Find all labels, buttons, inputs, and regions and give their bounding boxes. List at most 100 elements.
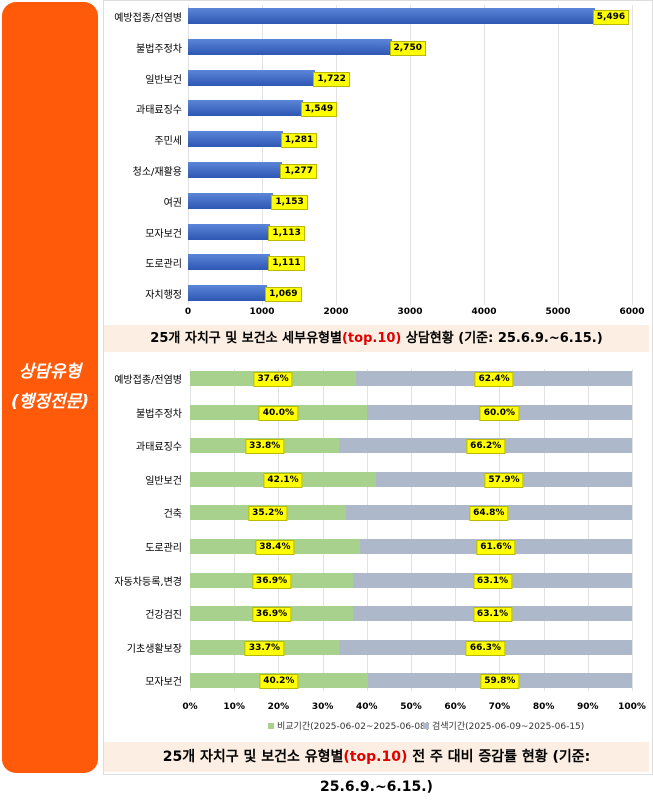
data-label: 5,496	[592, 10, 630, 25]
bar	[188, 100, 303, 117]
data-label: 63.1%	[472, 607, 513, 623]
category-label: 건축	[163, 509, 182, 521]
data-label: 1,722	[313, 71, 350, 87]
gridline	[632, 5, 633, 305]
data-label: 42.1%	[263, 472, 303, 488]
category-label: 기초생활보장	[126, 643, 182, 655]
data-label: 33.7%	[244, 640, 285, 656]
data-label: 63.1%	[472, 573, 513, 589]
chart1-caption: 25개 자치구 및 보건소 세부유형별(top.10) 상담현황 (기준: 25…	[104, 325, 649, 352]
gridline	[455, 369, 457, 691]
legend-label: 검색기간(2025-06-09~2025-06-15)	[432, 722, 585, 732]
gridline	[558, 5, 559, 305]
gridline	[543, 369, 545, 691]
x-tick-label: 4000	[471, 307, 497, 317]
x-tick-label: 5000	[545, 307, 571, 317]
bar	[188, 131, 283, 148]
gridline	[632, 369, 633, 691]
data-label: 1,111	[268, 256, 305, 272]
data-label: 40.0%	[258, 405, 299, 421]
category-label: 예방접종/전염병	[114, 13, 182, 24]
bar	[188, 162, 283, 178]
bar	[188, 192, 274, 209]
data-label: 35.2%	[248, 506, 288, 522]
data-label: 61.6%	[476, 540, 516, 555]
x-tick-label: 20%	[267, 702, 290, 712]
category-label: 주민세	[154, 136, 182, 148]
data-label: 37.6%	[253, 372, 293, 387]
category-label: 청소/재활용	[132, 167, 182, 178]
x-tick-label: 10%	[223, 702, 245, 712]
bar	[188, 254, 271, 271]
data-label: 1,113	[268, 225, 305, 241]
gridline	[188, 5, 189, 305]
gridline	[262, 5, 263, 305]
data-label: 33.8%	[245, 439, 285, 455]
data-label: 66.3%	[465, 640, 506, 656]
data-label: 64.8%	[469, 506, 509, 522]
category-label: 예방접종/전염병	[114, 375, 182, 386]
gridline	[499, 369, 501, 691]
x-tick-label: 3000	[397, 307, 423, 317]
gridline	[190, 369, 191, 691]
data-label: 1,281	[280, 133, 318, 149]
data-label: 60.0%	[479, 405, 520, 421]
data-label: 62.4%	[474, 372, 514, 387]
gridline	[587, 369, 589, 691]
data-label: 2,750	[389, 40, 426, 56]
x-tick-label: 0	[184, 307, 192, 317]
x-tick-label: 50%	[400, 702, 422, 712]
data-label: 1,153	[271, 194, 308, 210]
gridline	[336, 5, 337, 305]
category-label: 일반보건	[145, 74, 182, 86]
category-label: 과태료징수	[136, 442, 182, 454]
category-label: 모자보건	[145, 228, 182, 240]
x-tick-label: 2000	[323, 307, 349, 317]
side-title-line2: (행정전문)	[10, 392, 90, 412]
data-label: 36.9%	[251, 573, 292, 589]
gridline	[410, 5, 411, 305]
category-label: 모자보건	[145, 677, 182, 689]
x-tick-label: 40%	[356, 702, 378, 712]
caption-text: 25개 자치구 및 보건소 세부유형별	[150, 331, 342, 346]
data-label: 1,277	[280, 164, 317, 179]
category-label: 건강검진	[145, 610, 182, 622]
caption-highlight: (top.10)	[343, 749, 408, 765]
x-tick-label: 90%	[577, 702, 599, 712]
main-area	[103, 0, 653, 775]
data-label: 57.9%	[484, 472, 524, 488]
data-label: 59.8%	[480, 674, 520, 690]
bar	[188, 69, 316, 86]
legend-item: 검색기간(2025-06-09~2025-06-15)	[423, 719, 584, 732]
side-title: 상담유형 (행정전문)	[2, 357, 98, 417]
category-label: 과태료징수	[136, 105, 182, 117]
x-tick-label: 0%	[182, 702, 198, 712]
category-label: 불법주정차	[136, 408, 182, 420]
category-label: 일반보건	[145, 475, 182, 487]
category-label: 도로관리	[145, 543, 182, 554]
x-tick-label: 100%	[618, 702, 646, 712]
gridline	[411, 369, 412, 691]
gridline	[322, 369, 324, 691]
legend-swatch	[423, 723, 429, 729]
side-panel: 상담유형 (행정전문)	[2, 2, 98, 773]
data-label: 40.2%	[259, 674, 299, 690]
x-tick-label: 80%	[532, 702, 555, 712]
x-tick-label: 60%	[444, 702, 466, 712]
data-label: 36.9%	[251, 607, 292, 623]
x-tick-label: 70%	[488, 702, 511, 712]
category-label: 불법주정차	[136, 43, 182, 55]
side-title-line1: 상담유형	[18, 362, 82, 382]
bar	[188, 38, 392, 55]
caption-highlight: (top.10)	[341, 331, 402, 346]
x-tick-label: 30%	[311, 702, 334, 712]
caption-text: 25개 자치구 및 보건소 유형별	[162, 749, 344, 765]
data-label: 1,549	[300, 102, 338, 118]
category-label: 자치행정	[145, 290, 182, 302]
legend-label: 비교기간(2025-06-02~2025-06-08)	[277, 722, 430, 732]
gridline	[484, 5, 485, 305]
bar	[188, 285, 268, 302]
gridline	[234, 369, 236, 691]
data-label: 66.2%	[466, 439, 506, 455]
data-label: 1,069	[265, 287, 302, 303]
